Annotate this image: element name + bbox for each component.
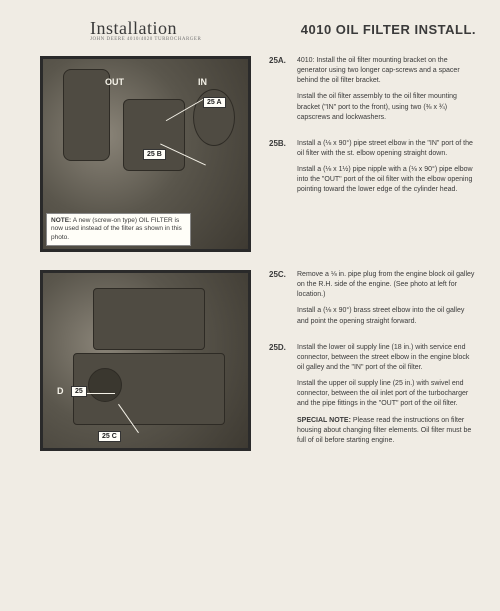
step-para: Install the oil filter assembly to the o… <box>297 92 476 122</box>
step-label: 25B. <box>269 139 291 202</box>
step-para: Install a (⅛ x 90°) pipe street elbow in… <box>297 139 476 159</box>
photo-2: D 25 25 C <box>40 270 251 451</box>
callout-25b: 25 B <box>143 149 166 160</box>
step-label: 25D. <box>269 343 291 452</box>
step-para: 4010: Install the oil filter mounting br… <box>297 56 476 86</box>
callout-25a: 25 A <box>203 97 226 108</box>
step-para: Install a (⅛ x 90°) brass street elbow i… <box>297 306 476 326</box>
photo-1: OUT IN 25 A 25 B NOTE: A new (screw-on t… <box>40 56 251 252</box>
step-para: Install a (⅛ x 1½) pipe nipple with a (⅛… <box>297 165 476 195</box>
engine-shape <box>93 288 205 350</box>
callout-line <box>85 393 115 394</box>
step-25d: 25D. Install the lower oil supply line (… <box>269 343 476 452</box>
photo-note: NOTE: A new (screw-on type) OIL FILTER i… <box>46 213 191 246</box>
special-note: SPECIAL NOTE: Please read the instructio… <box>297 416 476 446</box>
header: Installation JOHN DEERE 4010/4020 TURBOC… <box>40 18 476 48</box>
step-text: Install the lower oil supply line (18 in… <box>297 343 476 452</box>
step-para: Install the upper oil supply line (25 in… <box>297 379 476 409</box>
step-text: Install a (⅛ x 90°) pipe street elbow in… <box>297 139 476 202</box>
instructions-2: 25C. Remove a ⅛ in. pipe plug from the e… <box>269 270 476 462</box>
manual-page: Installation JOHN DEERE 4010/4020 TURBOC… <box>0 0 500 611</box>
engine-shape <box>123 99 185 171</box>
step-text: 4010: Install the oil filter mounting br… <box>297 56 476 129</box>
filter-install-title: 4010 OIL FILTER INSTALL. <box>301 22 476 37</box>
step-para: Install the lower oil supply line (18 in… <box>297 343 476 373</box>
in-label: IN <box>198 77 207 87</box>
instructions-1: 25A. 4010: Install the oil filter mounti… <box>269 56 476 252</box>
step-25c: 25C. Remove a ⅛ in. pipe plug from the e… <box>269 270 476 333</box>
subline: JOHN DEERE 4010/4020 TURBOCHARGER <box>90 37 201 42</box>
callout-25c: 25 C <box>98 431 121 442</box>
label-d: D <box>57 386 64 396</box>
step-label: 25A. <box>269 56 291 129</box>
engine-shape <box>63 69 110 161</box>
step-label: 25C. <box>269 270 291 333</box>
callout-25d: 25 <box>71 386 87 397</box>
step-para: Remove a ⅛ in. pipe plug from the engine… <box>297 270 476 300</box>
out-label: OUT <box>105 77 124 87</box>
note-text: A new (screw-on type) OIL FILTER is now … <box>51 217 182 241</box>
block-2: D 25 25 C 25C. Remove a ⅛ in. pipe plug … <box>40 270 476 462</box>
engine-shape <box>88 368 122 402</box>
step-25a: 25A. 4010: Install the oil filter mounti… <box>269 56 476 129</box>
block-1: OUT IN 25 A 25 B NOTE: A new (screw-on t… <box>40 56 476 252</box>
step-25b: 25B. Install a (⅛ x 90°) pipe street elb… <box>269 139 476 202</box>
installation-title: Installation <box>90 18 201 39</box>
step-text: Remove a ⅛ in. pipe plug from the engine… <box>297 270 476 333</box>
